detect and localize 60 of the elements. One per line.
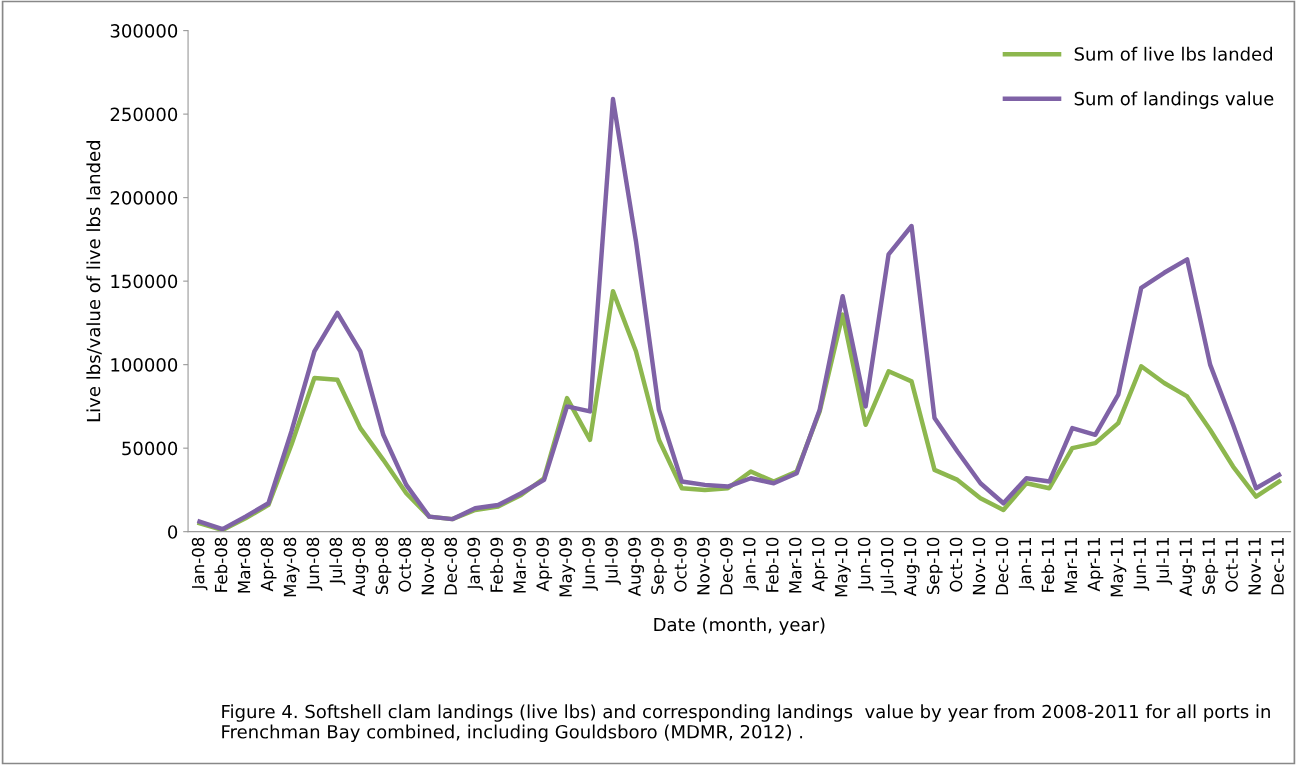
legend-label: Sum of landings value [1074, 91, 1274, 109]
x-tick-label: Jul-010 [880, 537, 897, 596]
y-tick-label: 250000 [110, 107, 178, 122]
x-tick-label: Aug-08 [352, 537, 369, 597]
x-tick-label: Dec-10 [995, 537, 1009, 595]
x-tick-label: Jul-08 [329, 537, 346, 585]
x-tick-label: Apr-08 [260, 537, 277, 592]
x-tick-label: Mar-11 [1064, 538, 1078, 593]
x-tick-label: Feb-08 [214, 537, 228, 592]
x-tick-label: Jun-08 [306, 537, 323, 591]
y-axis-title: Live lbs/value of live lbs landed [86, 141, 102, 422]
x-tick-label: Dec-11 [1271, 538, 1284, 595]
x-tick-label: Feb-10 [765, 537, 779, 592]
x-tick-label: Sep-09 [651, 537, 667, 595]
x-tick-label: Jun-10 [857, 537, 874, 591]
legend-label: Sum of live lbs landed [1074, 46, 1272, 61]
x-tick-label: Jun-09 [582, 537, 598, 591]
x-tick-label: Apr-11 [1087, 538, 1104, 592]
x-tick-label: Dec-08 [444, 537, 458, 595]
x-tick-label: Nov-09 [697, 537, 710, 595]
y-tick-label: 300000 [110, 24, 178, 38]
y-tick-label: 200000 [110, 191, 178, 205]
x-tick-label: Apr-10 [811, 537, 828, 592]
x-tick-label: Mar-10 [788, 537, 802, 593]
x-tick-label: Mar-08 [237, 537, 251, 593]
y-tick-label: 50000 [122, 441, 178, 456]
x-tick-label: Aug-10 [903, 537, 920, 597]
caption: Figure 4. Softshell clam landings (live lbs) and corresponding landings value by year from 2008-2011 for all ports in Frenchman Bay combined, including Gouldsboro (MDMR, 2012) . [222, 704, 1270, 743]
x-tick-label: Jan-10 [743, 537, 759, 591]
x-tick-label: Sep-11 [1202, 538, 1219, 595]
x-tick-label: Jan-09 [467, 537, 484, 591]
x-tick-label: Dec-09 [720, 537, 733, 595]
x-tick-label: Jan-08 [191, 537, 208, 591]
x-tick-label: Jun-11 [1133, 538, 1150, 591]
x-tick-label: Aug-11 [1179, 538, 1196, 597]
x-tick-label: Sep-08 [375, 537, 392, 595]
x-tick-label: Oct-08 [398, 537, 412, 592]
y-tick-label: 0 [168, 525, 178, 539]
x-tick-label: May-08 [283, 537, 300, 597]
x-tick-label: Oct-10 [949, 537, 963, 592]
x-tick-label: Oct-09 [674, 537, 687, 592]
x-tick-label: Aug-09 [628, 537, 644, 597]
x-axis-title: Date (month, year) [654, 617, 825, 635]
y-tick-label: 100000 [111, 358, 178, 372]
x-tick-label: May-10 [834, 537, 851, 597]
y-tick-label: 150000 [111, 274, 178, 289]
x-tick-label: Jan-11 [1018, 538, 1035, 591]
x-tick-label: Jul-11 [1156, 538, 1173, 585]
x-tick-label: Nov-11 [1248, 538, 1261, 595]
x-tick-label: Feb-11 [1041, 538, 1055, 592]
x-tick-label: May-09 [559, 537, 576, 597]
x-tick-label: May-11 [1110, 538, 1127, 597]
x-tick-label: Nov-08 [421, 537, 435, 595]
x-tick-label: Jul-09 [604, 537, 621, 585]
x-tick-label: Oct-11 [1225, 538, 1238, 592]
x-tick-label: Feb-09 [490, 537, 503, 592]
x-tick-label: Sep-10 [926, 537, 943, 595]
x-tick-label: Mar-09 [513, 537, 526, 593]
x-tick-label: Nov-10 [972, 537, 986, 595]
x-tick-label: Apr-09 [536, 537, 553, 592]
